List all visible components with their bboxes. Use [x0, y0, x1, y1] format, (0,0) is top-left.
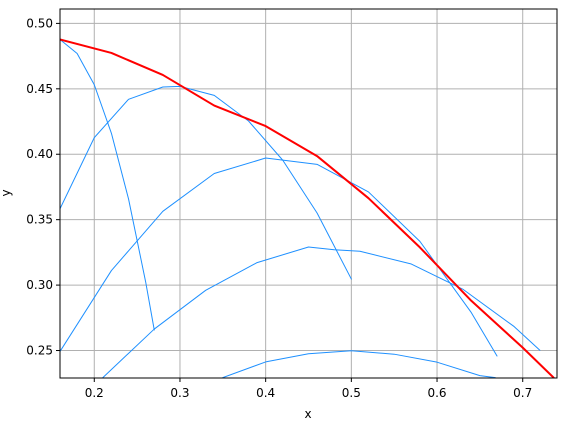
y-tick-label: 0.25 [26, 344, 53, 358]
trajectory-line-1 [60, 38, 155, 331]
trajectory-line-5 [222, 350, 496, 378]
y-tick-label: 0.30 [26, 278, 53, 292]
y-tick-label: 0.40 [26, 147, 53, 161]
y-tick-label: 0.50 [26, 16, 53, 30]
x-tick-label: 0.4 [256, 386, 275, 400]
x-tick-label: 0.7 [513, 386, 532, 400]
grid-lines [60, 9, 557, 378]
x-tick-label: 0.3 [170, 386, 189, 400]
x-tick-label: 0.2 [85, 386, 104, 400]
y-tick-label: 0.35 [26, 213, 53, 227]
x-tick-label: 0.5 [342, 386, 361, 400]
x-axis-label: x [304, 407, 311, 421]
envelope-line [60, 38, 555, 378]
trajectory-line-2 [60, 85, 352, 280]
x-tick-label: 0.6 [427, 386, 446, 400]
x-axis: 0.2 0.3 0.4 0.5 0.6 0.7 [85, 378, 532, 400]
trajectory-line-4 [102, 246, 541, 378]
plot-series [60, 38, 555, 378]
trajectory-line-3 [60, 157, 498, 357]
y-tick-label: 0.45 [26, 82, 53, 96]
y-axis-label: y [0, 189, 13, 196]
y-axis: 0.25 0.30 0.35 0.40 0.45 0.50 [26, 16, 60, 358]
plot-frame [59, 8, 558, 379]
